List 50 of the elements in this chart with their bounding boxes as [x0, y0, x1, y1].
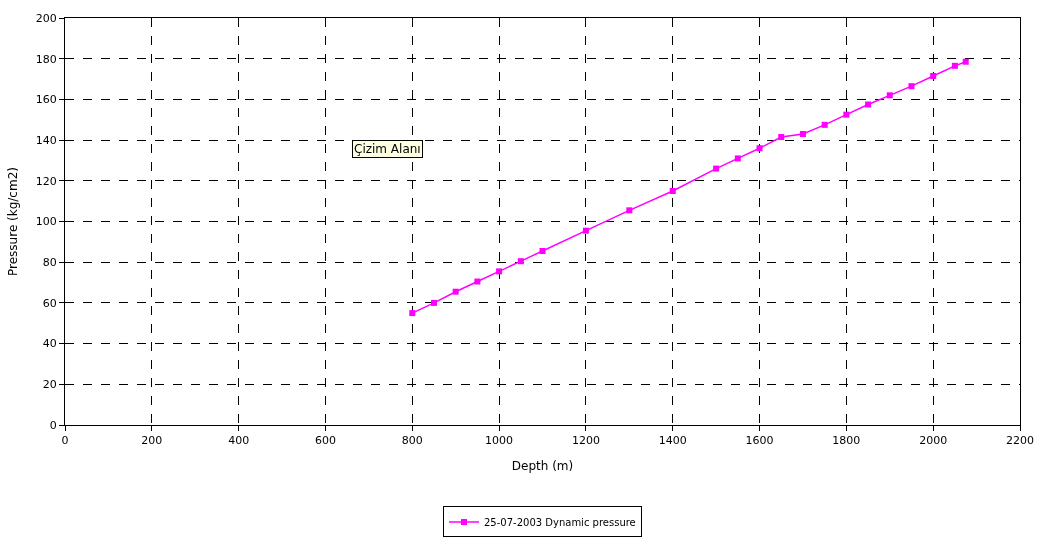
point	[756, 145, 763, 152]
x-tick-label: 800	[401, 434, 423, 448]
y-axis-title: Pressure (kg/cm2)	[6, 167, 21, 276]
point	[843, 111, 850, 118]
x-tick-label: 1000	[485, 434, 514, 448]
x-tick-label: 2000	[919, 434, 948, 448]
point	[713, 165, 720, 172]
point	[539, 248, 546, 255]
y-tick-label: 120	[35, 174, 57, 188]
y-tick-label: 100	[35, 215, 57, 229]
point	[517, 258, 524, 265]
y-tick-label: 160	[35, 93, 57, 107]
point	[908, 83, 915, 90]
point	[886, 92, 893, 99]
point	[734, 155, 741, 162]
x-tick-label: 0	[61, 434, 69, 448]
y-tick-label: 140	[35, 133, 57, 147]
point	[962, 58, 969, 65]
point	[409, 310, 416, 317]
point	[799, 131, 806, 137]
point	[474, 278, 481, 285]
x-tick-label: 1600	[745, 434, 774, 448]
y-tick-label: 200	[35, 11, 57, 25]
y-tick-label: 80	[42, 256, 57, 270]
x-axis-title: Depth (m)	[511, 459, 574, 474]
annotation: Çizim Alanı	[354, 142, 421, 156]
legend-label: 25-07-2003 Dynamic pressure	[484, 516, 636, 528]
x-tick-label: 600	[314, 434, 336, 448]
y-tick-label: 20	[42, 378, 57, 392]
point	[452, 288, 459, 295]
point	[821, 121, 828, 128]
y-tick-label: 180	[35, 52, 57, 66]
y-tick-label: 40	[42, 337, 57, 351]
y-tick-label: 60	[42, 296, 57, 310]
x-tick-label: 2200	[1006, 434, 1034, 448]
point	[778, 134, 785, 141]
point	[669, 187, 676, 194]
point	[626, 207, 633, 214]
point	[951, 62, 958, 69]
y-tick-label: 0	[49, 418, 57, 432]
x-tick-label: 1800	[832, 434, 861, 448]
point	[430, 299, 437, 306]
x-tick-label: 1400	[658, 434, 687, 448]
point	[865, 101, 872, 108]
point	[930, 73, 937, 79]
point	[496, 268, 503, 275]
x-tick-label: 200	[141, 434, 163, 448]
x-tick-label: 1200	[571, 434, 600, 448]
point	[582, 227, 589, 234]
x-tick-label: 400	[228, 434, 250, 448]
